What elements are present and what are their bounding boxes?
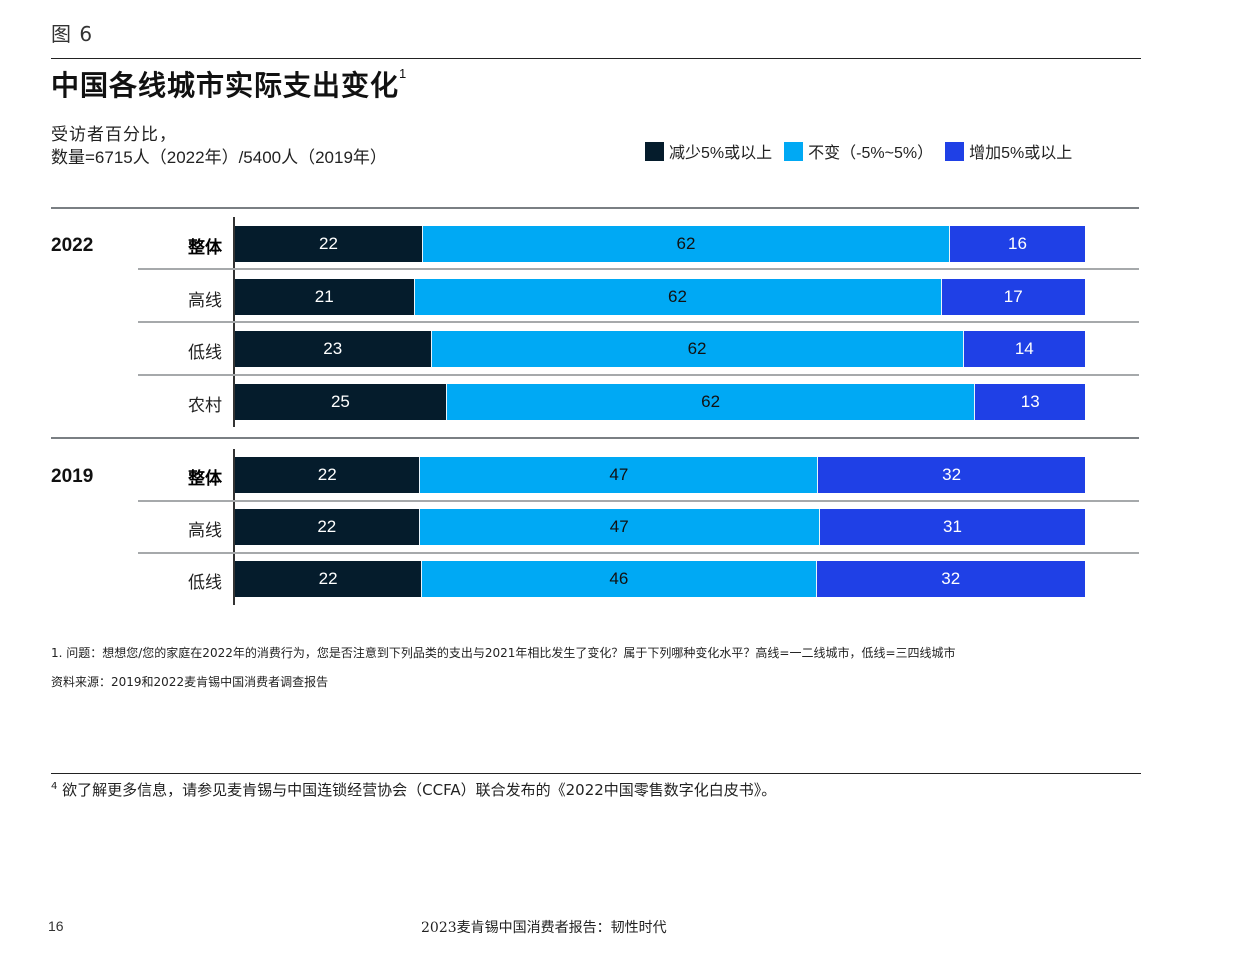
question-note: 1. 问题：想想您/您的家庭在2022年的消费行为，您是否注意到下列品类的支出与… xyxy=(51,646,956,660)
row-label: 低线 xyxy=(188,573,222,593)
segment-unchanged: 62 xyxy=(430,331,963,367)
row-label: 农村 xyxy=(188,396,222,416)
bar-2019-overall: 22 47 32 xyxy=(235,457,1085,493)
year-label-2022: 2022 xyxy=(51,235,94,256)
segment-decrease: 22 xyxy=(235,457,420,493)
segment-increase: 17 xyxy=(940,279,1085,315)
bar-2022-overall: 22 62 16 xyxy=(235,226,1085,262)
row-label: 高线 xyxy=(188,291,222,311)
row-divider xyxy=(138,268,1139,270)
segment-unchanged: 46 xyxy=(421,561,816,597)
title-footnote-mark: 1 xyxy=(399,66,408,81)
segment-decrease: 22 xyxy=(235,509,419,545)
chart-subtitle-line1: 受访者百分比， xyxy=(51,125,177,145)
legend-swatch-increase xyxy=(945,141,965,161)
legend-swatch-decrease xyxy=(645,141,664,161)
segment-decrease: 22 xyxy=(235,561,422,597)
bar-2019-high-tier: 22 47 31 xyxy=(235,509,1085,545)
legend-label: 增加5%或以上 xyxy=(969,145,1073,162)
segment-unchanged: 62 xyxy=(445,384,975,420)
footnote-text: 欲了解更多信息，请参见麦肯锡与中国连锁经营协会（CCFA）联合发布的《2022中… xyxy=(62,781,777,799)
segment-decrease: 25 xyxy=(235,384,446,420)
row-divider xyxy=(138,374,1139,376)
footnote-mark: 4 xyxy=(51,781,58,792)
legend-label: 不变（-5%~5%） xyxy=(808,145,934,162)
segment-increase: 16 xyxy=(949,226,1085,262)
footnote-4: 4 欲了解更多信息，请参见麦肯锡与中国连锁经营协会（CCFA）联合发布的《202… xyxy=(51,779,776,800)
segment-unchanged: 47 xyxy=(419,457,818,493)
segment-unchanged: 62 xyxy=(422,226,949,262)
chart-subtitle-line2: 数量=6715人（2022年）/5400人（2019年） xyxy=(51,148,387,167)
segment-increase: 32 xyxy=(815,561,1085,597)
footnote-rule xyxy=(51,773,1141,774)
bar-2022-low-tier: 23 62 14 xyxy=(235,331,1085,367)
segment-increase: 14 xyxy=(962,331,1085,367)
axis-line-2019 xyxy=(233,449,235,605)
bar-2019-low-tier: 22 46 32 xyxy=(235,561,1085,597)
segment-decrease: 22 xyxy=(235,226,422,262)
segment-decrease: 23 xyxy=(235,331,431,367)
segment-increase: 31 xyxy=(818,509,1085,545)
group-divider xyxy=(51,437,1139,439)
source-note: 资料来源：2019和2022麦肯锡中国消费者调查报告 xyxy=(51,675,329,689)
row-label: 整体 xyxy=(188,238,222,258)
segment-decrease: 21 xyxy=(235,279,414,315)
row-label: 整体 xyxy=(188,469,222,489)
legend-item-increase: 增加5%或以上 xyxy=(945,139,1072,163)
legend: 减少5%或以上 不变（-5%~5%） 增加5%或以上 xyxy=(645,139,1084,163)
running-title: 2023麦肯锡中国消费者报告：韧性时代 xyxy=(421,920,667,936)
row-divider xyxy=(138,552,1139,554)
legend-label: 减少5%或以上 xyxy=(669,145,773,162)
row-divider xyxy=(138,500,1139,502)
top-rule xyxy=(51,58,1141,59)
chart-title: 中国各线城市实际支出变化1 xyxy=(51,64,407,104)
segment-unchanged: 62 xyxy=(413,279,941,315)
legend-item-decrease: 减少5%或以上 xyxy=(645,139,772,163)
year-label-2019: 2019 xyxy=(51,466,94,487)
row-divider xyxy=(138,321,1139,323)
segment-unchanged: 47 xyxy=(418,509,819,545)
legend-swatch-unchanged xyxy=(784,141,804,161)
row-label: 低线 xyxy=(188,343,222,363)
page-number: 16 xyxy=(48,918,64,934)
legend-item-unchanged: 不变（-5%~5%） xyxy=(784,139,933,163)
bar-2022-rural: 25 62 13 xyxy=(235,384,1085,420)
chart-title-text: 中国各线城市实际支出变化 xyxy=(51,69,400,102)
figure-label: 图 6 xyxy=(51,22,94,46)
group-divider xyxy=(51,207,1139,209)
row-label: 高线 xyxy=(188,521,222,541)
segment-increase: 13 xyxy=(974,384,1085,420)
segment-increase: 32 xyxy=(817,457,1085,493)
bar-2022-high-tier: 21 62 17 xyxy=(235,279,1085,315)
